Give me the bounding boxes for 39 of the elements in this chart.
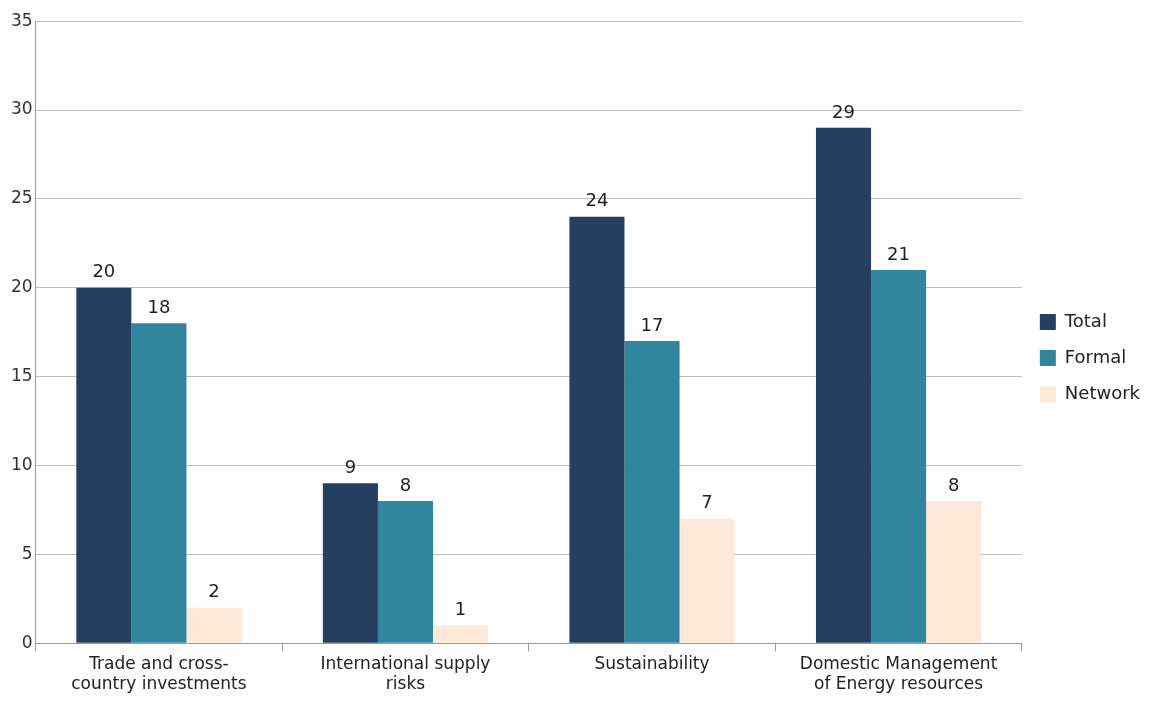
data-label: 21 xyxy=(887,242,911,264)
bar xyxy=(432,625,489,643)
data-label: 8 xyxy=(399,473,412,495)
legend-label: Network xyxy=(1064,381,1141,403)
data-label: 20 xyxy=(92,260,116,282)
data-label: 17 xyxy=(640,313,664,335)
x-tick-label: International supply risks xyxy=(320,652,491,694)
bar xyxy=(186,607,242,643)
data-label: 29 xyxy=(832,100,855,122)
bar xyxy=(871,270,927,643)
bar xyxy=(76,287,132,643)
x-tick-label: Domestic Management of Energy resources xyxy=(799,652,998,694)
bar xyxy=(624,341,680,643)
data-label: 2 xyxy=(208,580,220,602)
data-label: 18 xyxy=(147,295,171,317)
x-tick-label: Trade and cross-country investments xyxy=(71,652,247,694)
bar xyxy=(377,501,433,643)
data-label: 24 xyxy=(585,189,609,211)
legend-label: Total xyxy=(1063,309,1107,331)
bar xyxy=(679,518,735,643)
bar xyxy=(569,216,625,643)
y-tick-label: 30 xyxy=(10,98,33,119)
y-tick-label: 20 xyxy=(10,276,33,297)
y-tick-label: 25 xyxy=(10,187,33,208)
legend-label: Formal xyxy=(1064,345,1127,367)
y-tick-label: 5 xyxy=(21,542,33,563)
x-tick-label: Sustainability xyxy=(594,652,710,673)
data-label: 7 xyxy=(701,491,713,513)
y-tick-label: 15 xyxy=(10,365,33,386)
y-tick-label: 0 xyxy=(21,631,33,652)
data-label: 8 xyxy=(947,473,960,495)
y-tick-label: 35 xyxy=(10,9,33,30)
data-label: 9 xyxy=(344,455,357,477)
bar xyxy=(131,323,187,643)
bar xyxy=(815,127,872,643)
bar xyxy=(926,501,982,643)
bar xyxy=(322,483,378,643)
y-tick-label: 10 xyxy=(10,453,33,474)
data-label: 1 xyxy=(454,598,467,620)
